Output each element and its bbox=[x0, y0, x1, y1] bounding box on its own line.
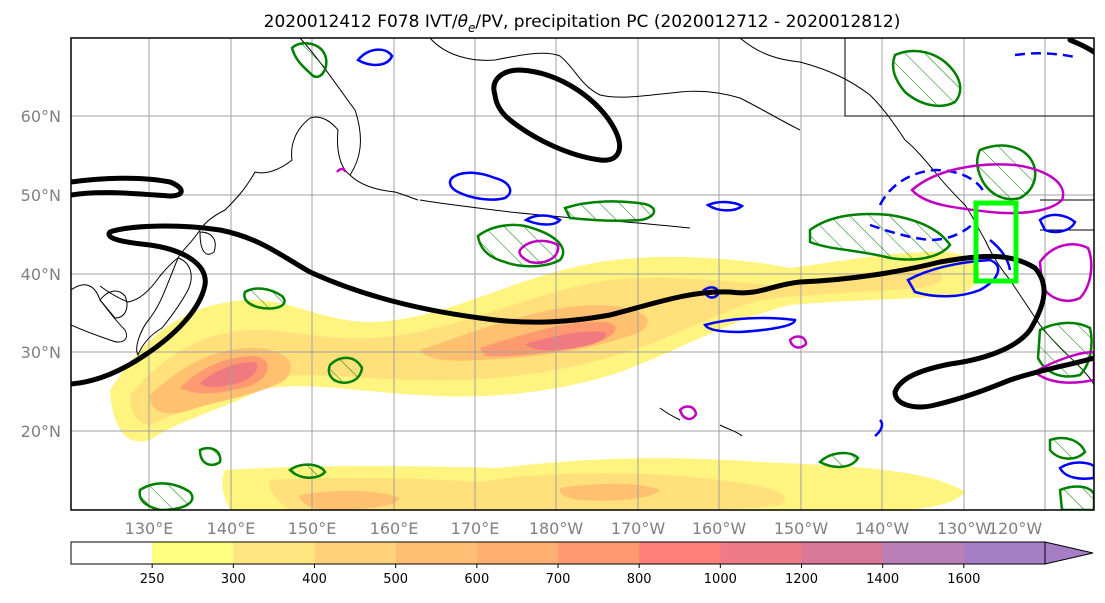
colorbar-segment bbox=[558, 542, 640, 564]
colorbar-tick-label: 1200 bbox=[785, 572, 818, 587]
pv-contours bbox=[336, 163, 1094, 421]
colorbar-segment bbox=[963, 542, 1046, 564]
lon-label: 150°W bbox=[774, 519, 829, 538]
precip-contours bbox=[138, 42, 1094, 510]
lon-label: 170°W bbox=[611, 519, 666, 538]
lon-label: 170°E bbox=[451, 519, 500, 538]
lat-label: 50°N bbox=[21, 186, 61, 205]
colorbar-segment bbox=[882, 542, 965, 564]
colorbar-extend-arrow bbox=[1044, 541, 1094, 565]
lat-label: 60°N bbox=[21, 107, 61, 126]
target-box bbox=[973, 200, 1019, 284]
colorbar-segment bbox=[639, 542, 721, 564]
lon-label: 160°E bbox=[370, 519, 419, 538]
colorbar-tick-label: 1000 bbox=[704, 572, 737, 587]
lon-label: 160°W bbox=[692, 519, 747, 538]
colorbar-segment bbox=[233, 542, 315, 564]
colorbar-segment bbox=[720, 542, 802, 564]
colorbar-tick-label: 300 bbox=[221, 572, 246, 587]
lat-label: 20°N bbox=[21, 422, 61, 441]
lon-label: 130°E bbox=[125, 519, 174, 538]
colorbar-segment bbox=[395, 542, 478, 564]
map-panel bbox=[71, 38, 1094, 510]
lat-labels: 60°N 50°N 40°N 30°N 20°N bbox=[21, 107, 61, 441]
lon-label: 140°W bbox=[855, 519, 910, 538]
lat-label: 40°N bbox=[21, 265, 61, 284]
lon-label: 120°W bbox=[988, 519, 1043, 538]
colorbar-tick-label: 400 bbox=[302, 572, 327, 587]
gridlines bbox=[71, 38, 1094, 510]
lon-label: 180°W bbox=[529, 519, 584, 538]
colorbar-tick-label: 250 bbox=[140, 572, 165, 587]
ivt-contours bbox=[71, 38, 1094, 410]
colorbar-tick-label: 800 bbox=[627, 572, 652, 587]
colorbar-tick-label: 700 bbox=[546, 572, 571, 587]
colorbar-segment bbox=[71, 542, 153, 564]
lat-label: 30°N bbox=[21, 343, 61, 362]
colorbar: 250 300 400 500 600 700 800 1000 1200 1400 1600 bbox=[70, 541, 1094, 587]
colorbar-segment bbox=[152, 542, 234, 564]
colorbar-tick-label: 500 bbox=[383, 572, 408, 587]
colorbar-segment bbox=[314, 542, 397, 564]
lon-label: 130°W bbox=[937, 519, 992, 538]
lon-label: 140°E bbox=[207, 519, 256, 538]
lon-labels: 130°E 140°E 150°E 160°E 170°E 180°W 170°… bbox=[125, 519, 1043, 538]
chart-title: 2020012412 F078 IVT/θe/PV, precipitation… bbox=[264, 12, 901, 35]
precip-shading bbox=[110, 251, 980, 510]
map-frame bbox=[70, 37, 1095, 511]
colorbar-segment bbox=[476, 542, 559, 564]
colorbar-tick-label: 1400 bbox=[866, 572, 899, 587]
colorbar-segment bbox=[801, 542, 884, 564]
theta-e-contours bbox=[356, 48, 1094, 480]
lon-label: 150°E bbox=[288, 519, 337, 538]
theta-e-dashed-contours bbox=[869, 52, 1076, 242]
colorbar-tick-label: 600 bbox=[464, 572, 489, 587]
colorbar-tick-label: 1600 bbox=[947, 572, 980, 587]
